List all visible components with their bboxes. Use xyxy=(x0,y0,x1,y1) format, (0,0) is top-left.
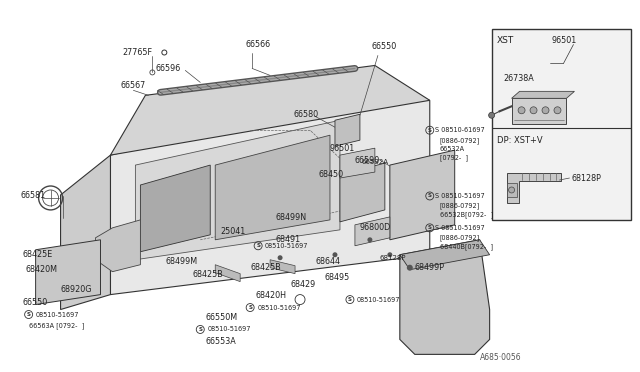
Text: 66550M: 66550M xyxy=(205,313,237,322)
Text: 68420M: 68420M xyxy=(26,265,58,274)
Text: 96501: 96501 xyxy=(552,36,577,45)
Text: 96800D: 96800D xyxy=(360,223,391,232)
Text: 08510-51697: 08510-51697 xyxy=(357,296,400,302)
Circle shape xyxy=(387,252,392,257)
Polygon shape xyxy=(511,92,575,98)
Text: 26738A: 26738A xyxy=(504,74,534,83)
Polygon shape xyxy=(507,173,561,203)
Polygon shape xyxy=(140,165,210,252)
Text: 68420H: 68420H xyxy=(255,291,286,300)
Polygon shape xyxy=(355,217,390,246)
Text: 66563A [0792-  ]: 66563A [0792- ] xyxy=(29,322,84,329)
Text: [0886-0792]: [0886-0792] xyxy=(440,137,480,144)
Text: S: S xyxy=(348,297,352,302)
Circle shape xyxy=(518,107,525,114)
Text: 66596: 66596 xyxy=(156,64,180,73)
Circle shape xyxy=(407,265,413,271)
Polygon shape xyxy=(136,120,340,260)
Text: S: S xyxy=(198,327,202,332)
Polygon shape xyxy=(507,183,516,197)
Text: 68644: 68644 xyxy=(315,257,340,266)
Text: 66532A: 66532A xyxy=(440,146,465,152)
Text: 68499P: 68499P xyxy=(415,263,445,272)
Text: 68450: 68450 xyxy=(318,170,343,179)
Polygon shape xyxy=(111,100,430,295)
Text: 08510-51697: 08510-51697 xyxy=(207,327,251,333)
Text: DP: XST+V: DP: XST+V xyxy=(497,136,542,145)
Text: S 08510-61697: S 08510-61697 xyxy=(435,127,484,133)
Circle shape xyxy=(367,237,372,242)
Text: S 08510-51697: S 08510-51697 xyxy=(435,225,484,231)
Text: 68128P: 68128P xyxy=(380,255,406,261)
Polygon shape xyxy=(390,150,454,240)
Text: 66532A: 66532A xyxy=(362,159,389,165)
Polygon shape xyxy=(215,135,330,240)
Text: 66590: 66590 xyxy=(355,155,380,164)
Polygon shape xyxy=(335,114,360,146)
Text: 68425E: 68425E xyxy=(22,250,53,259)
Text: [0886-0792]: [0886-0792] xyxy=(440,234,480,241)
Text: XST: XST xyxy=(497,36,514,45)
Text: 68495: 68495 xyxy=(325,273,350,282)
Text: 68429: 68429 xyxy=(290,280,316,289)
Circle shape xyxy=(530,107,537,114)
Text: 25041: 25041 xyxy=(220,227,246,236)
Circle shape xyxy=(488,112,495,118)
Text: A685·0056: A685·0056 xyxy=(479,353,521,362)
Text: 66550: 66550 xyxy=(22,298,48,307)
Text: S: S xyxy=(248,305,252,310)
Polygon shape xyxy=(511,98,566,124)
Text: 66553A: 66553A xyxy=(205,337,236,346)
FancyBboxPatch shape xyxy=(492,29,631,220)
Polygon shape xyxy=(61,155,111,310)
Text: 66566: 66566 xyxy=(245,40,270,49)
Polygon shape xyxy=(111,65,430,155)
Text: 08510-51697: 08510-51697 xyxy=(265,243,308,249)
Text: S: S xyxy=(27,312,31,317)
Circle shape xyxy=(332,252,337,257)
Text: S: S xyxy=(428,193,432,199)
Text: 96501: 96501 xyxy=(330,144,355,153)
Polygon shape xyxy=(400,240,490,270)
Text: [0792-  ]: [0792- ] xyxy=(440,155,468,161)
Polygon shape xyxy=(340,148,375,178)
Polygon shape xyxy=(215,265,240,282)
Polygon shape xyxy=(95,220,140,272)
Text: [0886-0792]: [0886-0792] xyxy=(440,202,480,209)
Circle shape xyxy=(278,255,283,260)
Text: S 08510-51697: S 08510-51697 xyxy=(435,193,484,199)
Text: 66581: 66581 xyxy=(20,192,46,201)
Polygon shape xyxy=(36,240,100,305)
Text: 68499M: 68499M xyxy=(165,257,198,266)
Text: 68425B: 68425B xyxy=(250,263,281,272)
Circle shape xyxy=(509,187,515,193)
Circle shape xyxy=(554,107,561,114)
Text: 66532B[0792-  ]: 66532B[0792- ] xyxy=(440,212,493,218)
Text: 68440B[0792-  ]: 68440B[0792- ] xyxy=(440,243,493,250)
Text: S: S xyxy=(428,225,432,230)
Text: 68128P: 68128P xyxy=(572,173,602,183)
Text: S: S xyxy=(428,128,432,133)
Text: 08510-51697: 08510-51697 xyxy=(257,305,301,311)
Text: S: S xyxy=(256,243,260,248)
Text: 68491: 68491 xyxy=(275,235,300,244)
Text: 08510-51697: 08510-51697 xyxy=(36,311,79,318)
Text: 68425B: 68425B xyxy=(192,270,223,279)
Text: 68499N: 68499N xyxy=(275,214,306,222)
Polygon shape xyxy=(270,260,295,274)
Text: 68920G: 68920G xyxy=(61,285,92,294)
Text: 66580: 66580 xyxy=(293,110,318,119)
Circle shape xyxy=(542,107,549,114)
Polygon shape xyxy=(400,240,490,355)
Text: 66567: 66567 xyxy=(120,81,146,90)
Polygon shape xyxy=(340,163,385,222)
Text: 66550: 66550 xyxy=(372,42,397,51)
Text: 27765F: 27765F xyxy=(122,48,152,57)
